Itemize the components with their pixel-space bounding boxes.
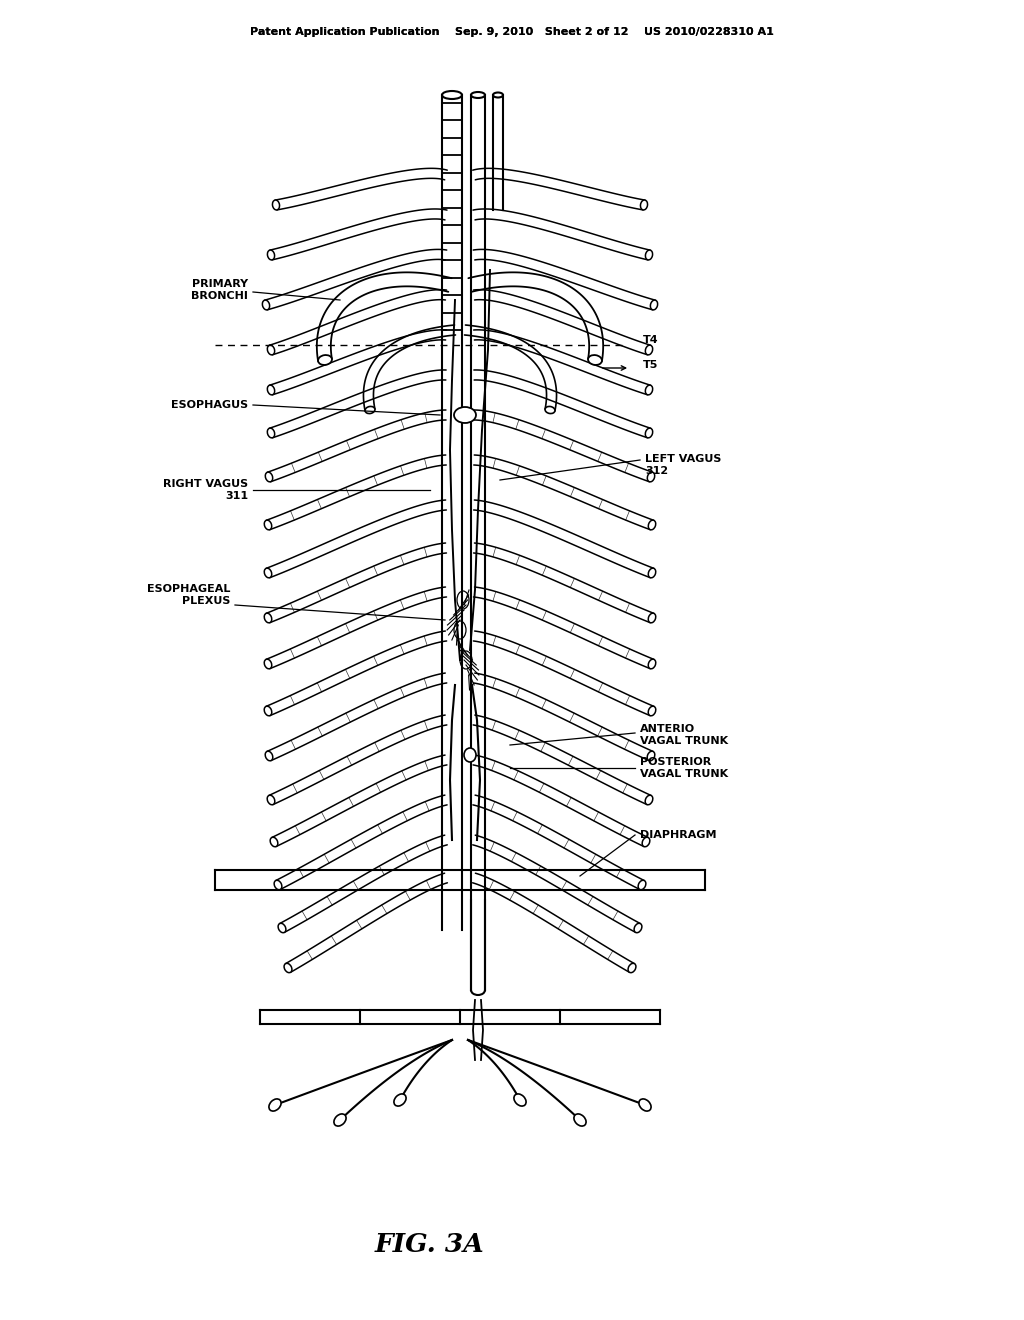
- Text: POSTERIOR
VAGAL TRUNK: POSTERIOR VAGAL TRUNK: [640, 756, 728, 779]
- Text: T4: T4: [643, 335, 658, 345]
- Ellipse shape: [279, 923, 286, 933]
- Ellipse shape: [318, 355, 332, 364]
- Text: RIGHT VAGUS
311: RIGHT VAGUS 311: [163, 479, 248, 502]
- Text: FIG. 3A: FIG. 3A: [375, 1233, 485, 1258]
- Ellipse shape: [639, 1100, 651, 1111]
- Text: Patent Application Publication    Sep. 9, 2010   Sheet 2 of 12    US 2010/022831: Patent Application Publication Sep. 9, 2…: [250, 26, 774, 37]
- Ellipse shape: [265, 751, 272, 760]
- Ellipse shape: [640, 201, 647, 210]
- Ellipse shape: [493, 92, 503, 98]
- Text: DIAPHRAGM: DIAPHRAGM: [640, 830, 717, 840]
- Ellipse shape: [267, 345, 274, 355]
- Ellipse shape: [471, 92, 485, 98]
- Ellipse shape: [394, 1094, 407, 1106]
- Ellipse shape: [645, 249, 652, 260]
- Ellipse shape: [573, 1114, 586, 1126]
- Ellipse shape: [284, 964, 292, 973]
- Ellipse shape: [267, 249, 274, 260]
- Ellipse shape: [638, 880, 646, 890]
- Text: ANTERIO
VAGAL TRUNK: ANTERIO VAGAL TRUNK: [640, 723, 728, 746]
- Ellipse shape: [334, 1114, 346, 1126]
- Ellipse shape: [648, 568, 655, 578]
- Ellipse shape: [264, 568, 271, 578]
- Ellipse shape: [267, 428, 274, 438]
- Ellipse shape: [262, 300, 269, 310]
- Ellipse shape: [634, 923, 642, 933]
- Ellipse shape: [642, 837, 650, 846]
- Ellipse shape: [648, 659, 655, 669]
- Ellipse shape: [514, 1094, 526, 1106]
- Ellipse shape: [274, 880, 282, 890]
- Ellipse shape: [267, 385, 274, 395]
- Ellipse shape: [264, 706, 271, 715]
- Ellipse shape: [267, 795, 274, 805]
- Ellipse shape: [269, 1100, 281, 1111]
- Ellipse shape: [264, 520, 271, 529]
- Ellipse shape: [365, 407, 375, 413]
- Text: LEFT VAGUS
312: LEFT VAGUS 312: [645, 454, 721, 477]
- Ellipse shape: [648, 614, 655, 623]
- Text: PRIMARY
BRONCHI: PRIMARY BRONCHI: [191, 279, 248, 301]
- Ellipse shape: [464, 748, 476, 762]
- Text: T5: T5: [643, 360, 658, 370]
- Ellipse shape: [645, 345, 652, 355]
- Ellipse shape: [265, 473, 272, 482]
- Ellipse shape: [645, 428, 652, 438]
- Ellipse shape: [454, 407, 476, 422]
- Ellipse shape: [647, 473, 654, 482]
- Ellipse shape: [628, 964, 636, 973]
- Ellipse shape: [645, 795, 653, 805]
- Ellipse shape: [645, 385, 652, 395]
- Ellipse shape: [648, 520, 655, 529]
- Ellipse shape: [264, 614, 271, 623]
- Ellipse shape: [648, 706, 655, 715]
- Ellipse shape: [545, 407, 555, 413]
- Ellipse shape: [650, 300, 657, 310]
- Text: Patent Application Publication    Sep. 9, 2010   Sheet 2 of 12    US 2010/022831: Patent Application Publication Sep. 9, 2…: [250, 26, 774, 37]
- Ellipse shape: [588, 355, 602, 364]
- Ellipse shape: [442, 91, 462, 99]
- Text: ESOPHAGEAL
PLEXUS: ESOPHAGEAL PLEXUS: [146, 583, 230, 606]
- Ellipse shape: [264, 659, 271, 669]
- Ellipse shape: [272, 201, 280, 210]
- Text: ESOPHAGUS: ESOPHAGUS: [171, 400, 248, 411]
- Ellipse shape: [270, 837, 278, 846]
- Ellipse shape: [647, 751, 654, 760]
